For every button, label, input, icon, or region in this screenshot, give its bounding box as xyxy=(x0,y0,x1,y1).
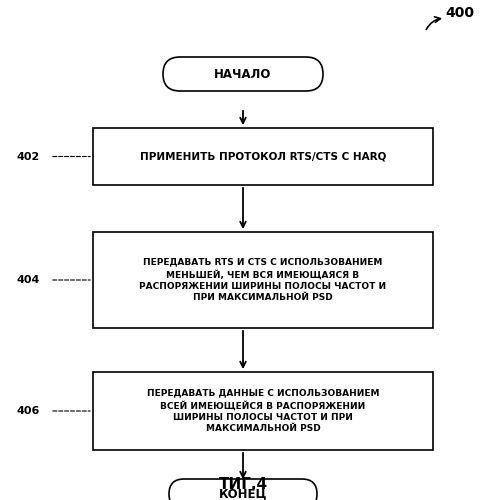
Text: КОНЕЦ: КОНЕЦ xyxy=(219,488,267,500)
FancyBboxPatch shape xyxy=(163,57,323,91)
FancyBboxPatch shape xyxy=(169,479,317,500)
FancyBboxPatch shape xyxy=(93,232,433,328)
Text: 402: 402 xyxy=(17,152,40,162)
FancyBboxPatch shape xyxy=(93,128,433,185)
Text: 404: 404 xyxy=(17,275,40,285)
Text: 406: 406 xyxy=(17,406,40,416)
Text: 400: 400 xyxy=(446,6,474,20)
Text: ПЕРЕДАВАТЬ ДАННЫЕ С ИСПОЛЬЗОВАНИЕМ
ВСЕЙ ИМЕЮЩЕЙСЯ В РАСПОРЯЖЕНИИ
ШИРИНЫ ПОЛОСЫ Ч: ПЕРЕДАВАТЬ ДАННЫЕ С ИСПОЛЬЗОВАНИЕМ ВСЕЙ … xyxy=(147,388,379,434)
Text: НАЧАЛО: НАЧАЛО xyxy=(214,68,272,80)
Text: ПРИМЕНИТЬ ПРОТОКОЛ RTS/CTS С HARQ: ПРИМЕНИТЬ ПРОТОКОЛ RTS/CTS С HARQ xyxy=(140,152,386,162)
FancyBboxPatch shape xyxy=(93,372,433,450)
Text: ПЕРЕДАВАТЬ RTS И CTS С ИСПОЛЬЗОВАНИЕМ
МЕНЬШЕЙ, ЧЕМ ВСЯ ИМЕЮЩАЯСЯ В
РАСПОРЯЖЕНИИ : ПЕРЕДАВАТЬ RTS И CTS С ИСПОЛЬЗОВАНИЕМ МЕ… xyxy=(139,258,386,302)
Text: ΤИГ.4: ΤИГ.4 xyxy=(218,477,268,492)
